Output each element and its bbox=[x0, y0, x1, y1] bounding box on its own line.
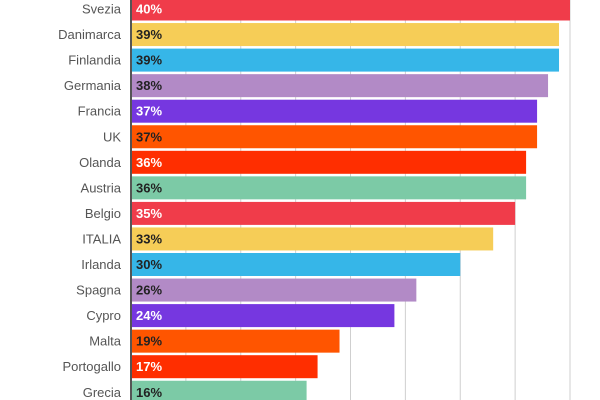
bar bbox=[131, 380, 307, 400]
category-label: Malta bbox=[89, 334, 122, 349]
category-label: Belgio bbox=[85, 206, 121, 221]
bar bbox=[131, 227, 494, 251]
category-label: UK bbox=[103, 129, 121, 144]
category-label: Danimarca bbox=[58, 27, 122, 42]
data-label: 26% bbox=[136, 283, 162, 298]
bar bbox=[131, 125, 538, 149]
category-label: Austria bbox=[81, 180, 122, 195]
data-label: 39% bbox=[136, 27, 162, 42]
data-label: 38% bbox=[136, 78, 162, 93]
bar bbox=[131, 23, 560, 47]
data-label: 36% bbox=[136, 180, 162, 195]
bar bbox=[131, 48, 560, 72]
data-label: 19% bbox=[136, 334, 162, 349]
bar bbox=[131, 201, 516, 225]
bar bbox=[131, 304, 395, 328]
data-label: 37% bbox=[136, 129, 162, 144]
data-label: 16% bbox=[136, 385, 162, 400]
data-label: 30% bbox=[136, 257, 162, 272]
category-label: Cypro bbox=[86, 308, 121, 323]
category-label: ITALIA bbox=[82, 231, 121, 246]
bar bbox=[131, 74, 549, 98]
category-label: Irlanda bbox=[81, 257, 122, 272]
category-label: Svezia bbox=[82, 2, 122, 17]
data-label: 40% bbox=[136, 2, 162, 17]
bar bbox=[131, 253, 461, 276]
bar bbox=[131, 0, 570, 21]
data-label: 17% bbox=[136, 359, 162, 374]
data-label: 33% bbox=[136, 231, 162, 246]
bar bbox=[131, 150, 527, 174]
data-label: 24% bbox=[136, 308, 162, 323]
bar bbox=[131, 329, 340, 353]
data-label: 35% bbox=[136, 206, 162, 221]
bar bbox=[131, 99, 538, 123]
bar bbox=[131, 176, 527, 200]
category-label: Grecia bbox=[83, 385, 122, 400]
category-label: Francia bbox=[78, 104, 122, 119]
data-label: 39% bbox=[136, 53, 162, 68]
bar bbox=[131, 355, 318, 379]
category-label: Finlandia bbox=[68, 53, 122, 68]
category-label: Spagna bbox=[76, 283, 122, 298]
category-label: Germania bbox=[64, 78, 122, 93]
bar bbox=[131, 278, 417, 302]
category-label: Portogallo bbox=[62, 359, 121, 374]
category-label: Olanda bbox=[79, 155, 122, 170]
data-label: 37% bbox=[136, 104, 162, 119]
data-label: 36% bbox=[136, 155, 162, 170]
